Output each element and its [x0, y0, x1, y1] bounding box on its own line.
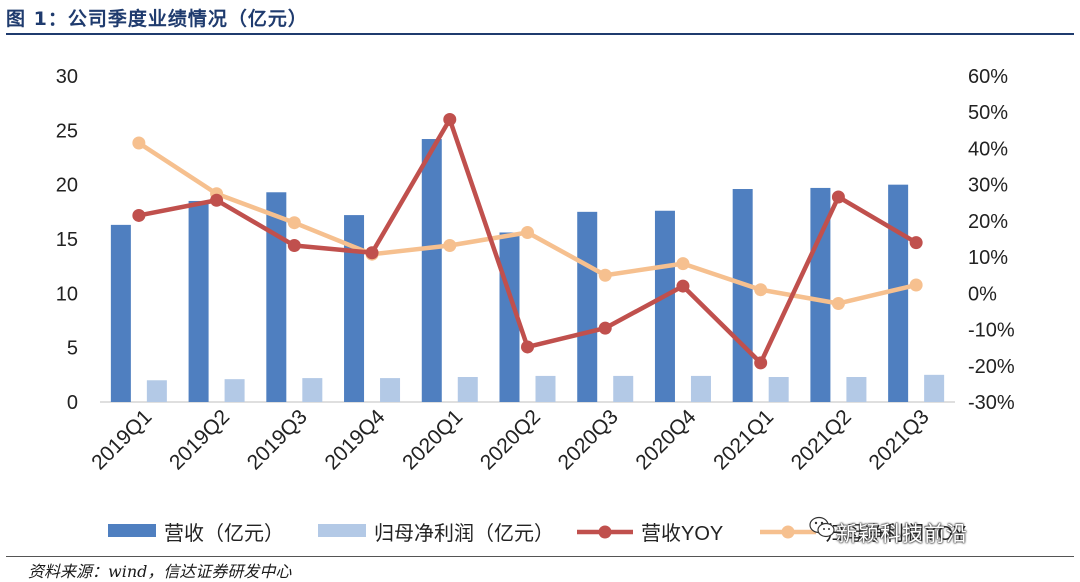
y-right-tick-label: -30%	[968, 392, 1015, 414]
figure-title: 图 1：公司季度业绩情况（亿元）	[6, 8, 308, 30]
source-rule	[6, 556, 1074, 557]
point-revenue-yoy	[132, 208, 146, 222]
legend-label: 归母净利润YOY	[824, 522, 966, 545]
bar-revenue	[654, 210, 675, 402]
y-left-tick-label: 10	[56, 283, 78, 305]
x-tick-label: 2020Q3	[554, 405, 623, 474]
point-revenue-yoy	[365, 246, 379, 260]
y-right-tick-label: 10%	[968, 247, 1008, 269]
x-tick-label: 2019Q3	[243, 405, 312, 474]
point-revenue-yoy	[443, 112, 457, 126]
point-net-profit-yoy	[676, 257, 690, 271]
point-net-profit-yoy	[132, 136, 146, 150]
y-right-tick-label: 0%	[968, 283, 997, 305]
point-revenue-yoy	[676, 279, 690, 293]
y-left-tick-label: 15	[56, 229, 78, 251]
point-net-profit-yoy	[287, 216, 301, 230]
bar-revenue	[577, 211, 598, 402]
x-tick-label: 2020Q4	[631, 405, 700, 474]
legend-marker	[598, 525, 612, 539]
watermark-text: 新颖科技前沿	[836, 522, 968, 546]
point-revenue-yoy	[210, 193, 224, 207]
y-right-tick-label: 30%	[968, 175, 1008, 197]
line-revenue-yoy	[138, 117, 918, 366]
y-right-tick-label: 40%	[968, 138, 1008, 160]
y-left-tick-label: 20	[56, 175, 78, 197]
legend-label: 归母净利润（亿元）	[374, 522, 554, 545]
bar-net-profit	[768, 377, 789, 402]
point-revenue-yoy	[831, 190, 845, 204]
point-net-profit-yoy	[443, 239, 457, 253]
x-tick-label: 2019Q4	[320, 405, 389, 474]
x-tick-label: 2020Q2	[476, 405, 545, 474]
bar-net-profit	[302, 378, 323, 402]
point-revenue-yoy	[598, 321, 612, 335]
x-tick-label: 2021Q1	[709, 405, 778, 474]
legend-swatch	[318, 524, 366, 537]
point-revenue-yoy	[909, 236, 923, 250]
bar-net-profit	[924, 374, 945, 402]
y-right-tick-label: -20%	[968, 356, 1015, 378]
bar-revenue	[421, 139, 442, 402]
x-tick-label: 2019Q2	[165, 405, 234, 474]
y-right-tick-label: 20%	[968, 211, 1008, 233]
legend-swatch	[108, 524, 156, 537]
bar-net-profit	[457, 377, 478, 402]
bar-net-profit	[846, 377, 867, 402]
point-revenue-yoy	[521, 340, 534, 354]
legend-marker	[781, 525, 795, 539]
bar-revenue	[110, 224, 131, 402]
bar-net-profit	[613, 375, 634, 402]
source-note: 资料来源：wind，信达证券研发中心	[28, 562, 292, 581]
y-left-tick-label: 30	[56, 66, 78, 88]
bar-revenue	[732, 189, 753, 402]
point-revenue-yoy	[287, 239, 301, 253]
y-left-tick-label: 5	[67, 338, 78, 360]
bar-net-profit	[146, 380, 167, 402]
bar-revenue	[888, 184, 909, 402]
point-revenue-yoy	[754, 356, 768, 370]
point-net-profit-yoy	[521, 225, 534, 239]
wechat-icon	[809, 516, 835, 538]
bar-revenue	[266, 192, 287, 402]
title-rule	[6, 33, 1074, 35]
y-right-tick-label: 50%	[968, 102, 1008, 124]
x-tick-label: 2021Q3	[865, 405, 934, 474]
legend-label: 营收（亿元）	[164, 522, 284, 545]
x-tick-label: 2021Q2	[787, 405, 856, 474]
bar-net-profit	[224, 379, 245, 402]
point-net-profit-yoy	[831, 296, 845, 310]
x-tick-label: 2020Q1	[398, 405, 467, 474]
point-net-profit-yoy	[598, 268, 612, 282]
bar-revenue	[188, 200, 209, 402]
quarterly-performance-chart: 0 5 10 15 20 25 30 -30% -20% -10% 0% 10% 20% 30% 40% 50…	[56, 66, 1015, 545]
y-left-tick-label: 25	[56, 120, 78, 142]
bar-net-profit	[380, 378, 401, 402]
point-net-profit-yoy	[909, 278, 923, 292]
y-right-tick-label: 60%	[968, 66, 1008, 88]
y-left-tick-label: 0	[67, 392, 78, 414]
y-right-tick-label: -10%	[968, 320, 1015, 342]
bar-net-profit	[535, 375, 556, 402]
bar-net-profit	[690, 375, 711, 402]
x-tick-label: 2019Q1	[87, 405, 156, 474]
legend-label: 营收YOY	[641, 522, 723, 545]
bar-revenue	[344, 215, 365, 402]
point-net-profit-yoy	[754, 283, 768, 297]
